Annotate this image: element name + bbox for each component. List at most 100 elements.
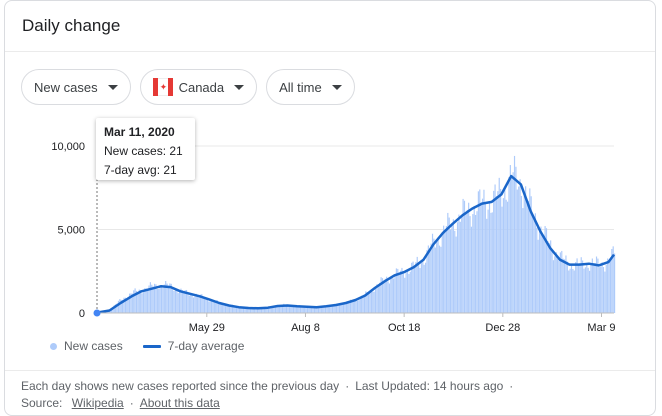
bar-new-cases bbox=[429, 249, 431, 313]
x-tick-label: Mar 9 bbox=[587, 322, 615, 334]
bar-new-cases bbox=[362, 296, 364, 313]
bar-new-cases bbox=[402, 273, 404, 313]
bar-new-cases bbox=[437, 237, 439, 313]
bar-new-cases bbox=[133, 290, 135, 313]
bar-new-cases bbox=[190, 293, 192, 313]
bar-new-cases bbox=[169, 283, 171, 313]
bar-new-cases bbox=[444, 231, 446, 313]
bar-new-cases bbox=[443, 225, 445, 313]
bar-new-cases bbox=[525, 186, 527, 313]
bar-new-cases bbox=[398, 273, 400, 313]
bar-new-cases bbox=[490, 212, 492, 313]
bar-new-cases bbox=[586, 263, 588, 313]
bar-new-cases bbox=[411, 262, 413, 313]
bar-new-cases bbox=[173, 291, 175, 313]
bar-new-cases bbox=[501, 206, 503, 313]
metric-dropdown-label: New cases bbox=[34, 79, 98, 95]
bar-new-cases bbox=[365, 291, 367, 313]
bar-new-cases bbox=[326, 307, 328, 313]
bar-new-cases bbox=[516, 189, 518, 313]
bar-new-cases bbox=[231, 304, 233, 313]
country-dropdown-label: Canada bbox=[178, 79, 225, 95]
bar-new-cases bbox=[291, 306, 293, 313]
bar-new-cases bbox=[484, 203, 486, 313]
bar-new-cases bbox=[497, 191, 499, 313]
bar-new-cases bbox=[486, 218, 488, 313]
bar-new-cases bbox=[391, 275, 393, 313]
bar-new-cases bbox=[302, 306, 304, 313]
bar-new-cases bbox=[383, 281, 385, 313]
tooltip-avg: 7-day avg: 21 bbox=[104, 163, 177, 177]
bar-new-cases bbox=[466, 209, 468, 313]
bar-new-cases bbox=[272, 306, 274, 313]
bar-new-cases bbox=[116, 303, 118, 313]
bar-new-cases bbox=[386, 276, 388, 313]
bar-new-cases bbox=[295, 306, 297, 313]
country-dropdown[interactable]: Canada bbox=[139, 69, 258, 105]
bar-new-cases bbox=[529, 188, 531, 313]
bar-new-cases bbox=[481, 198, 484, 313]
bar-new-cases bbox=[544, 226, 546, 313]
bar-new-cases bbox=[338, 304, 340, 313]
bar-new-cases bbox=[131, 293, 133, 313]
bar-new-cases bbox=[530, 196, 532, 313]
chart-area[interactable]: 0 5,000 10,000 May 29 Aug 8 Oct 18 Dec 28 Mar 9 bbox=[5, 111, 657, 341]
bar-new-cases bbox=[451, 224, 453, 313]
bar-new-cases bbox=[602, 267, 605, 313]
bar-new-cases bbox=[337, 305, 339, 313]
legend-item-new-cases: New cases bbox=[50, 339, 123, 353]
bar-new-cases bbox=[420, 262, 422, 313]
bar-new-cases bbox=[347, 302, 349, 313]
bar-new-cases bbox=[130, 293, 132, 313]
bar-new-cases bbox=[470, 226, 473, 313]
bar-new-cases bbox=[324, 306, 327, 313]
bar-new-cases bbox=[233, 305, 235, 313]
bar-new-cases bbox=[576, 258, 578, 313]
bar-new-cases bbox=[237, 306, 239, 313]
bar-new-cases bbox=[206, 298, 208, 313]
bar-new-cases bbox=[450, 229, 452, 313]
bar-new-cases bbox=[408, 273, 410, 313]
bar-new-cases bbox=[313, 306, 315, 313]
footer-line-1: Each day shows new cases reported since … bbox=[21, 379, 514, 393]
bar-new-cases bbox=[552, 260, 555, 313]
bar-new-cases bbox=[608, 261, 610, 313]
bar-new-cases bbox=[502, 198, 504, 313]
wikipedia-link[interactable]: Wikipedia bbox=[71, 396, 124, 410]
daily-cases-chart[interactable]: 0 5,000 10,000 May 29 Aug 8 Oct 18 Dec 28 Mar 9 bbox=[5, 111, 657, 341]
bar-new-cases bbox=[505, 199, 507, 313]
bar-new-cases bbox=[565, 255, 567, 313]
bar-new-cases bbox=[312, 306, 314, 313]
about-data-link[interactable]: About this data bbox=[139, 396, 220, 410]
bar-new-cases bbox=[188, 295, 190, 313]
bar-new-cases bbox=[456, 222, 459, 313]
bar-new-cases bbox=[181, 290, 183, 313]
bar-new-cases bbox=[213, 301, 215, 313]
bar-new-cases bbox=[534, 213, 536, 313]
bar-new-cases bbox=[174, 288, 177, 313]
bar-new-cases bbox=[587, 267, 589, 313]
bar-new-cases bbox=[331, 305, 334, 313]
bar-new-cases bbox=[274, 307, 277, 313]
bar-new-cases bbox=[198, 296, 200, 313]
bar-new-cases bbox=[330, 304, 332, 313]
bar-new-cases bbox=[323, 306, 325, 313]
bar-new-cases bbox=[249, 308, 252, 313]
bar-new-cases bbox=[579, 263, 581, 313]
bar-new-cases bbox=[342, 304, 345, 313]
bar-new-cases bbox=[572, 269, 574, 313]
bar-new-cases bbox=[445, 226, 448, 313]
bar-new-cases bbox=[269, 306, 271, 313]
bar-new-cases bbox=[609, 259, 612, 313]
legend-label-new-cases: New cases bbox=[64, 339, 123, 353]
bar-new-cases bbox=[352, 301, 354, 313]
bar-new-cases bbox=[281, 304, 284, 313]
metric-dropdown[interactable]: New cases bbox=[21, 69, 131, 105]
footer-description: Each day shows new cases reported since … bbox=[21, 379, 340, 393]
bar-new-cases bbox=[522, 208, 524, 313]
bar-new-cases bbox=[548, 243, 550, 313]
time-range-dropdown[interactable]: All time bbox=[266, 69, 355, 105]
bar-new-cases bbox=[536, 227, 538, 313]
bar-new-cases bbox=[153, 283, 156, 313]
bar-new-cases bbox=[491, 212, 493, 313]
